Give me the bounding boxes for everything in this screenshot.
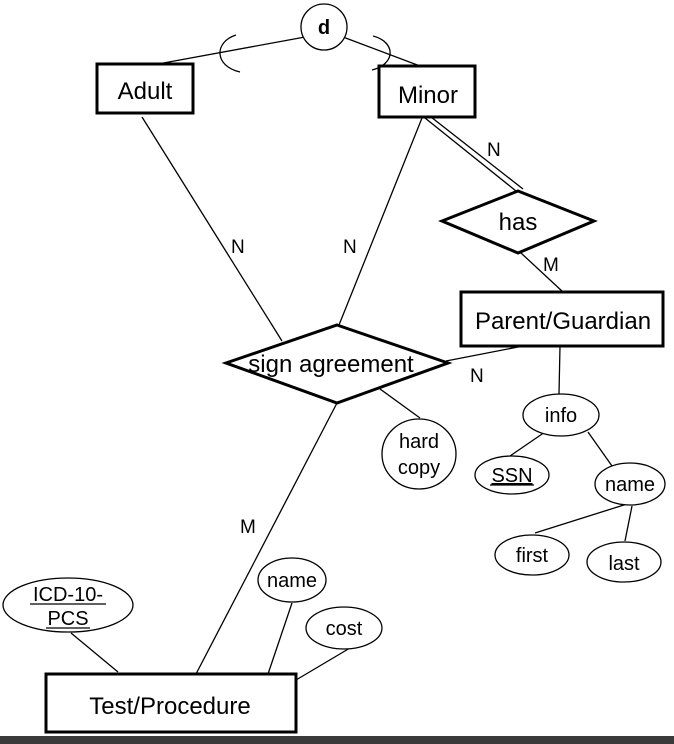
attribute-ssn: SSN	[474, 455, 550, 495]
attribute-hard-copy-line2: copy	[398, 457, 440, 479]
attribute-icd-10-pcs-line2: PCS	[47, 608, 88, 630]
attribute-info-ellipse	[522, 393, 600, 437]
attribute-first: first	[494, 534, 570, 576]
line-d-adult	[157, 36, 306, 65]
entity-parent-guardian-label: Parent/Guardian	[475, 308, 651, 335]
cardinality-minor-has: N	[487, 140, 501, 161]
attribute-info-label: info	[545, 405, 577, 427]
specialization-disjoint: d	[300, 3, 348, 51]
attribute-test-name-ellipse	[257, 557, 327, 603]
entity-adult: Adult	[95, 62, 195, 115]
attribute-icd-10-pcs-line1: ICD-10-	[33, 584, 103, 606]
cardinality-parent-sign: N	[470, 366, 484, 387]
attribute-ssn-label: SSN	[491, 465, 532, 487]
attribute-cost-label: cost	[326, 618, 363, 640]
attribute-hard-copy: hard copy	[381, 418, 457, 490]
attribute-test-name: name	[257, 557, 327, 603]
relationship-has-label: has	[499, 209, 538, 236]
cardinality-minor-sign: N	[343, 237, 357, 258]
cardinality-test-sign: M	[240, 517, 256, 538]
cardinality-has-parent: M	[543, 255, 559, 276]
line-name-first	[534, 503, 628, 534]
line-minor-has-a	[424, 117, 517, 192]
line-sign-parent	[445, 345, 524, 362]
entity-test-procedure-label: Test/Procedure	[89, 693, 250, 720]
cardinality-adult-sign: N	[231, 237, 245, 258]
entity-minor: Minor	[377, 64, 477, 119]
attribute-test-name-label: name	[267, 570, 317, 592]
attribute-first-ellipse	[494, 534, 570, 576]
line-test-name	[267, 602, 293, 675]
attribute-cost-ellipse	[305, 606, 383, 650]
entity-parent-guardian: Parent/Guardian	[459, 290, 665, 348]
entity-parent-guardian-box	[459, 290, 665, 348]
relationship-has-diamond	[438, 189, 598, 255]
line-name-last	[624, 505, 633, 542]
line-adult-sign	[141, 116, 283, 342]
subset-bracket-left	[219, 34, 241, 73]
entity-adult-box	[95, 62, 195, 115]
line-parent-info	[558, 345, 561, 395]
relationship-sign-agreement: sign agreement	[221, 323, 453, 405]
attribute-parent-name: name	[594, 462, 666, 506]
line-info-name	[587, 431, 613, 467]
attribute-cost: cost	[305, 606, 383, 650]
line-test-icd	[70, 632, 119, 673]
line-test-cost	[295, 647, 351, 681]
specialization-circle	[300, 3, 348, 51]
attribute-hard-copy-line1: hard	[399, 431, 439, 453]
relationship-has: has	[438, 189, 598, 255]
entity-test-procedure: Test/Procedure	[44, 672, 298, 734]
relationship-sign-agreement-diamond	[221, 323, 453, 405]
line-minor-sign	[338, 117, 423, 326]
attribute-last-ellipse	[586, 541, 662, 583]
line-d-minor	[342, 36, 421, 67]
line-info-ssn	[509, 431, 546, 457]
relationship-sign-agreement-label: sign agreement	[248, 351, 414, 378]
entity-adult-label: Adult	[118, 78, 173, 105]
line-has-parent	[520, 252, 564, 293]
line-sign-test	[195, 402, 338, 675]
attribute-last-label: last	[608, 553, 640, 575]
line-sign-hardcopy	[379, 388, 421, 419]
bottom-bar	[0, 736, 674, 744]
connectors	[70, 36, 633, 681]
attribute-parent-name-label: name	[605, 474, 655, 496]
entity-minor-box	[377, 64, 477, 119]
attribute-icd-10-pcs-ellipse	[2, 577, 134, 633]
entity-test-procedure-box	[44, 672, 298, 734]
attribute-last: last	[586, 541, 662, 583]
attribute-info: info	[522, 393, 600, 437]
attribute-parent-name-ellipse	[594, 462, 666, 506]
entity-minor-label: Minor	[398, 82, 458, 109]
specialization-label: d	[318, 17, 330, 39]
attribute-hard-copy-ellipse	[381, 418, 457, 490]
attribute-icd-10-pcs: ICD-10- PCS	[2, 577, 134, 633]
line-minor-has-b	[430, 116, 524, 190]
attribute-first-label: first	[516, 545, 549, 567]
